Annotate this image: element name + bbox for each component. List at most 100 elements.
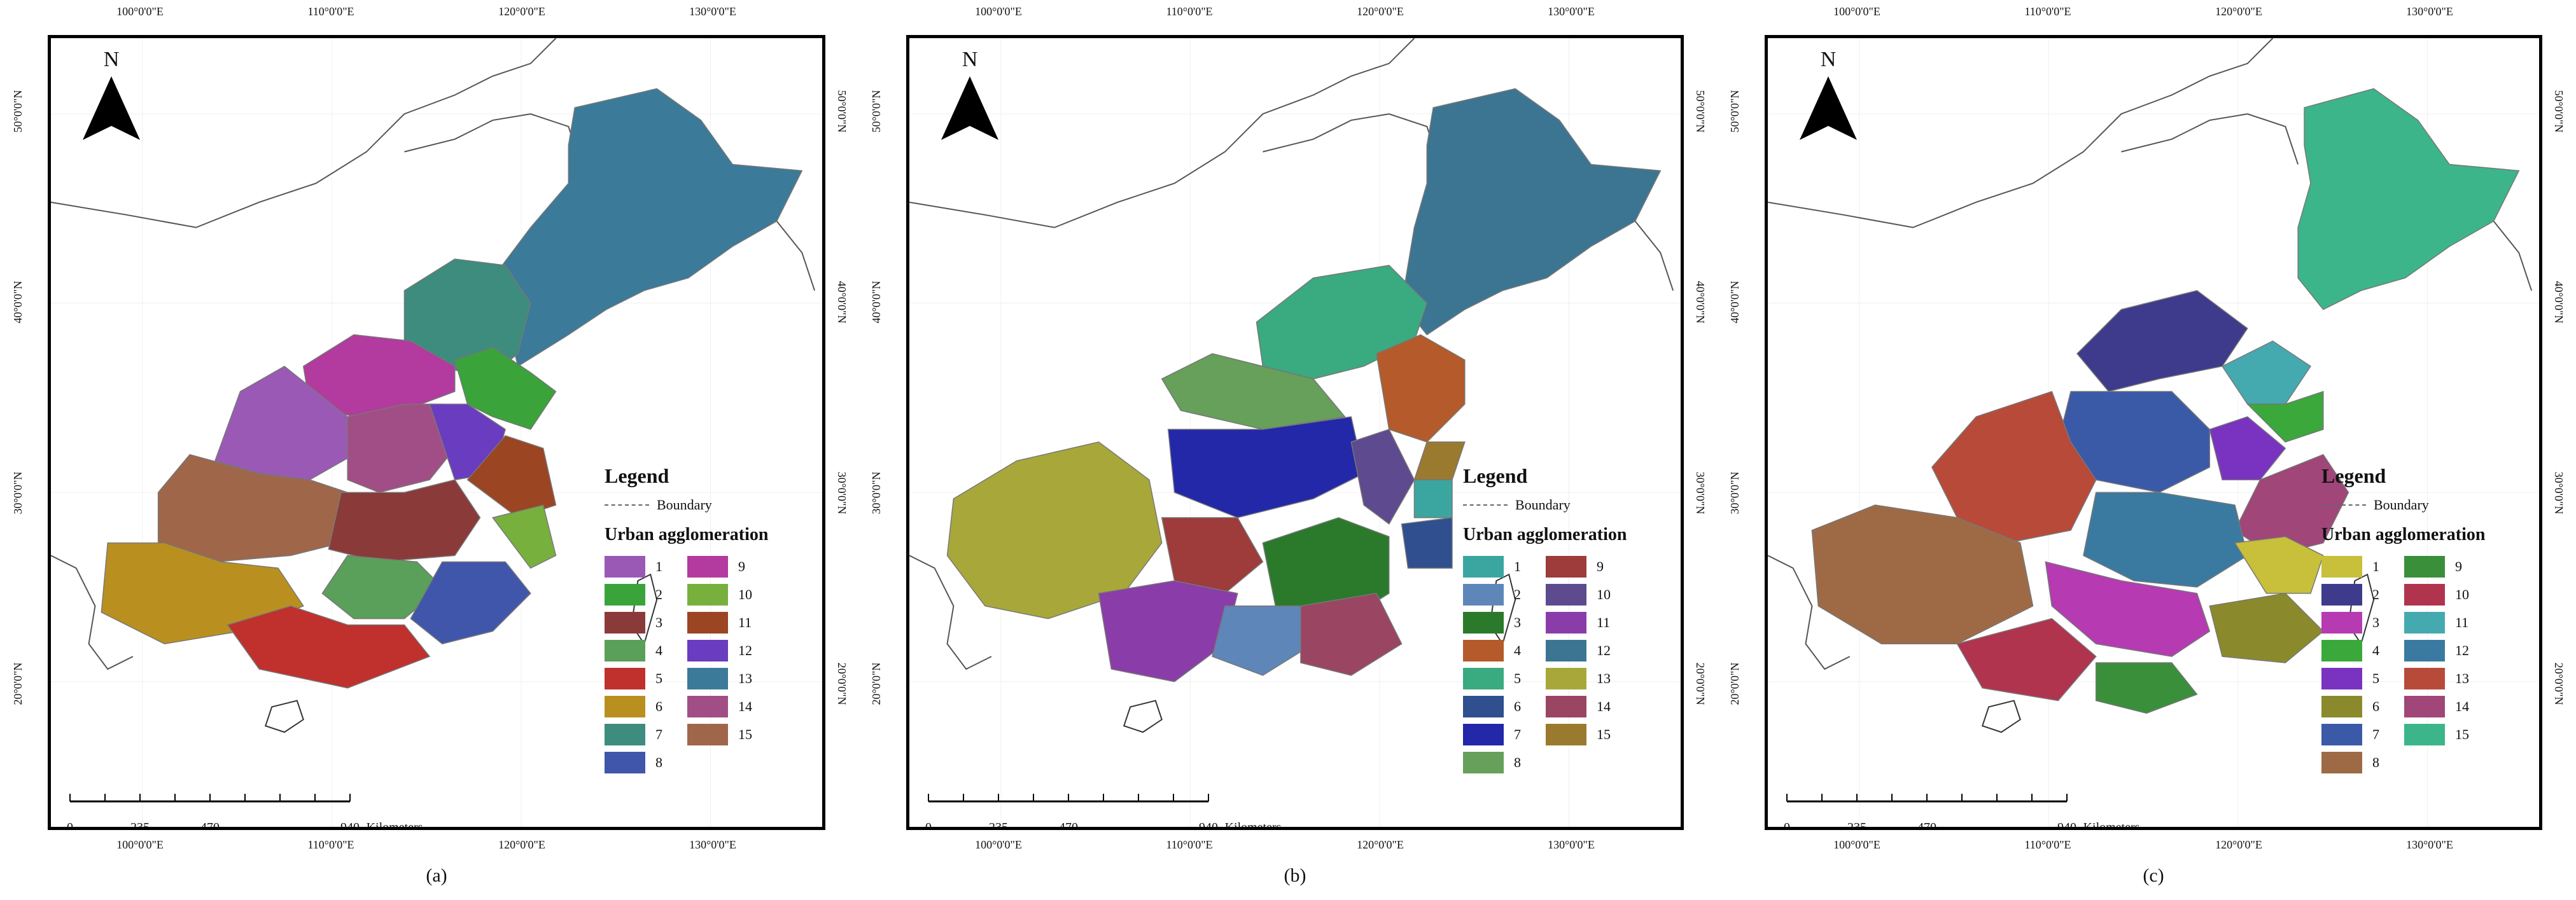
legend-item-label: 15 — [2455, 726, 2469, 742]
legend-item-12: 12 — [687, 639, 770, 662]
legend-swatch — [2321, 696, 2362, 717]
latitude-tick-left: 40°0'0"N — [11, 280, 24, 324]
legend-item-label: 14 — [2455, 698, 2469, 714]
latitude-tick-right: 20°0'0"N — [2552, 662, 2565, 705]
latitude-tick-right: 50°0'0"N — [836, 90, 848, 133]
legend-item-3: 3 — [2321, 611, 2404, 634]
legend-item-label: 2 — [655, 586, 662, 602]
legend-swatch — [605, 752, 645, 773]
panel-caption: (c) — [2143, 865, 2164, 886]
agglomeration-2-region — [2076, 290, 2248, 392]
legend-swatch — [1546, 724, 1586, 745]
hainan-outline — [1981, 700, 2021, 733]
legend-item-label: 6 — [1514, 698, 1521, 714]
latitude-tick-right: 40°0'0"N — [1694, 280, 1707, 324]
boundary-line — [909, 38, 1415, 228]
legend-swatch — [687, 668, 728, 689]
legend-swatch — [1546, 556, 1586, 578]
agglomeration-2-region — [1212, 606, 1314, 676]
boundary-line — [51, 38, 557, 228]
agglomeration-15-region — [2297, 88, 2520, 310]
legend-swatch — [1463, 556, 1504, 578]
north-arrow-icon — [83, 76, 140, 140]
agglomeration-15-region — [157, 453, 348, 563]
longitude-tick-bottom: 110°0'0"E — [307, 838, 354, 851]
agglomeration-13-region — [1931, 391, 2097, 544]
latitude-tick-right: 40°0'0"N — [2552, 280, 2565, 324]
legend-item-label: 13 — [2455, 670, 2469, 686]
legend-item-5: 5 — [605, 667, 687, 690]
legend-item-14: 14 — [687, 695, 770, 718]
latitude-tick-right: 30°0'0"N — [836, 471, 848, 515]
legend-item-6: 6 — [605, 695, 687, 718]
agglomeration-3-region — [328, 479, 481, 563]
legend-item-1: 1 — [605, 555, 687, 578]
scale-tick-label: 0 — [67, 820, 73, 830]
legend-swatch — [2321, 752, 2362, 773]
agglomeration-10-region — [1350, 429, 1415, 525]
legend-swatch — [1463, 612, 1504, 633]
legend-item-4: 4 — [2321, 639, 2404, 662]
longitude-tick-top: 100°0'0"E — [975, 5, 1022, 18]
legend-item-7: 7 — [1463, 723, 1546, 746]
legend-item-2: 2 — [1463, 583, 1546, 606]
legend-item-14: 14 — [1546, 695, 1628, 718]
longitude-tick-bottom: 120°0'0"E — [498, 838, 545, 851]
longitude-tick-top: 120°0'0"E — [2215, 5, 2262, 18]
legend-item-label: 10 — [738, 586, 752, 602]
scale-tick-label: 0 — [1784, 820, 1790, 830]
map-canvas — [1768, 38, 2539, 827]
longitude-tick-top: 100°0'0"E — [1833, 5, 1880, 18]
longitude-tick-bottom: 110°0'0"E — [1166, 838, 1213, 851]
legend-item-13: 13 — [1546, 667, 1628, 690]
legend-swatch — [687, 556, 728, 578]
legend-item-label: 9 — [1597, 558, 1604, 574]
boundary-line — [2493, 221, 2533, 291]
legend-item-label: 7 — [1514, 726, 1521, 742]
legend-item-label: 3 — [655, 614, 662, 630]
boundary-label: Boundary — [657, 497, 712, 513]
north-label: N — [103, 48, 120, 71]
agglomeration-6-region — [1401, 517, 1453, 569]
legend-item-label: 13 — [738, 670, 752, 686]
legend-boundary: Boundary — [1463, 497, 1628, 513]
legend-swatch — [605, 640, 645, 661]
agglomeration-8-region — [410, 561, 531, 645]
legend-item-label: 4 — [1514, 642, 1521, 658]
legend-item-label: 2 — [1514, 586, 1521, 602]
longitude-tick-top: 100°0'0"E — [116, 5, 164, 18]
legend-item-label: 8 — [655, 754, 662, 770]
longitude-tick-bottom: 100°0'0"E — [1833, 838, 1880, 851]
legend-swatch — [1546, 640, 1586, 661]
scale-bar: 0 235 470 940 Kilometers — [51, 38, 822, 827]
agglomeration-11-region — [466, 435, 557, 518]
scale-bar: 0 235 470 940 Kilometers — [909, 38, 1681, 827]
latitude-tick-left: 40°0'0"N — [870, 280, 883, 324]
legend-swatch — [1546, 668, 1586, 689]
agglomeration-14-region — [347, 403, 456, 494]
legend-item-8: 8 — [605, 751, 687, 774]
legend-swatch — [2404, 640, 2445, 661]
legend-item-10: 10 — [1546, 583, 1628, 606]
legend-swatch — [1463, 724, 1504, 745]
map-canvas — [909, 38, 1681, 827]
boundary-symbol — [2321, 504, 2366, 506]
legend-swatch — [2404, 612, 2445, 633]
legend-item-label: 9 — [738, 558, 745, 574]
legend: Legend Boundary Urban agglomeration 1 9 … — [2321, 464, 2487, 774]
legend-items: 1 9 2 10 3 11 4 12 5 13 — [1463, 555, 1628, 774]
legend-item-label: 9 — [2455, 558, 2462, 574]
legend-item-label: 3 — [2372, 614, 2379, 630]
scale-tick-label: 470 — [1059, 820, 1078, 830]
legend-title: Legend — [605, 464, 669, 487]
legend-item-label: 13 — [1597, 670, 1611, 686]
longitude-tick-top: 130°0'0"E — [689, 5, 736, 18]
agglomeration-5-region — [2209, 416, 2286, 481]
longitude-tick-top: 120°0'0"E — [498, 5, 545, 18]
legend-item-10: 10 — [687, 583, 770, 606]
boundary-symbol — [605, 504, 649, 506]
map-frame: N 0 235 470 940 Kilometers Legend Boundary U… — [1765, 35, 2542, 830]
legend-item-7: 7 — [605, 723, 687, 746]
legend-item-2: 2 — [2321, 583, 2404, 606]
legend-item-label: 11 — [1597, 614, 1611, 630]
